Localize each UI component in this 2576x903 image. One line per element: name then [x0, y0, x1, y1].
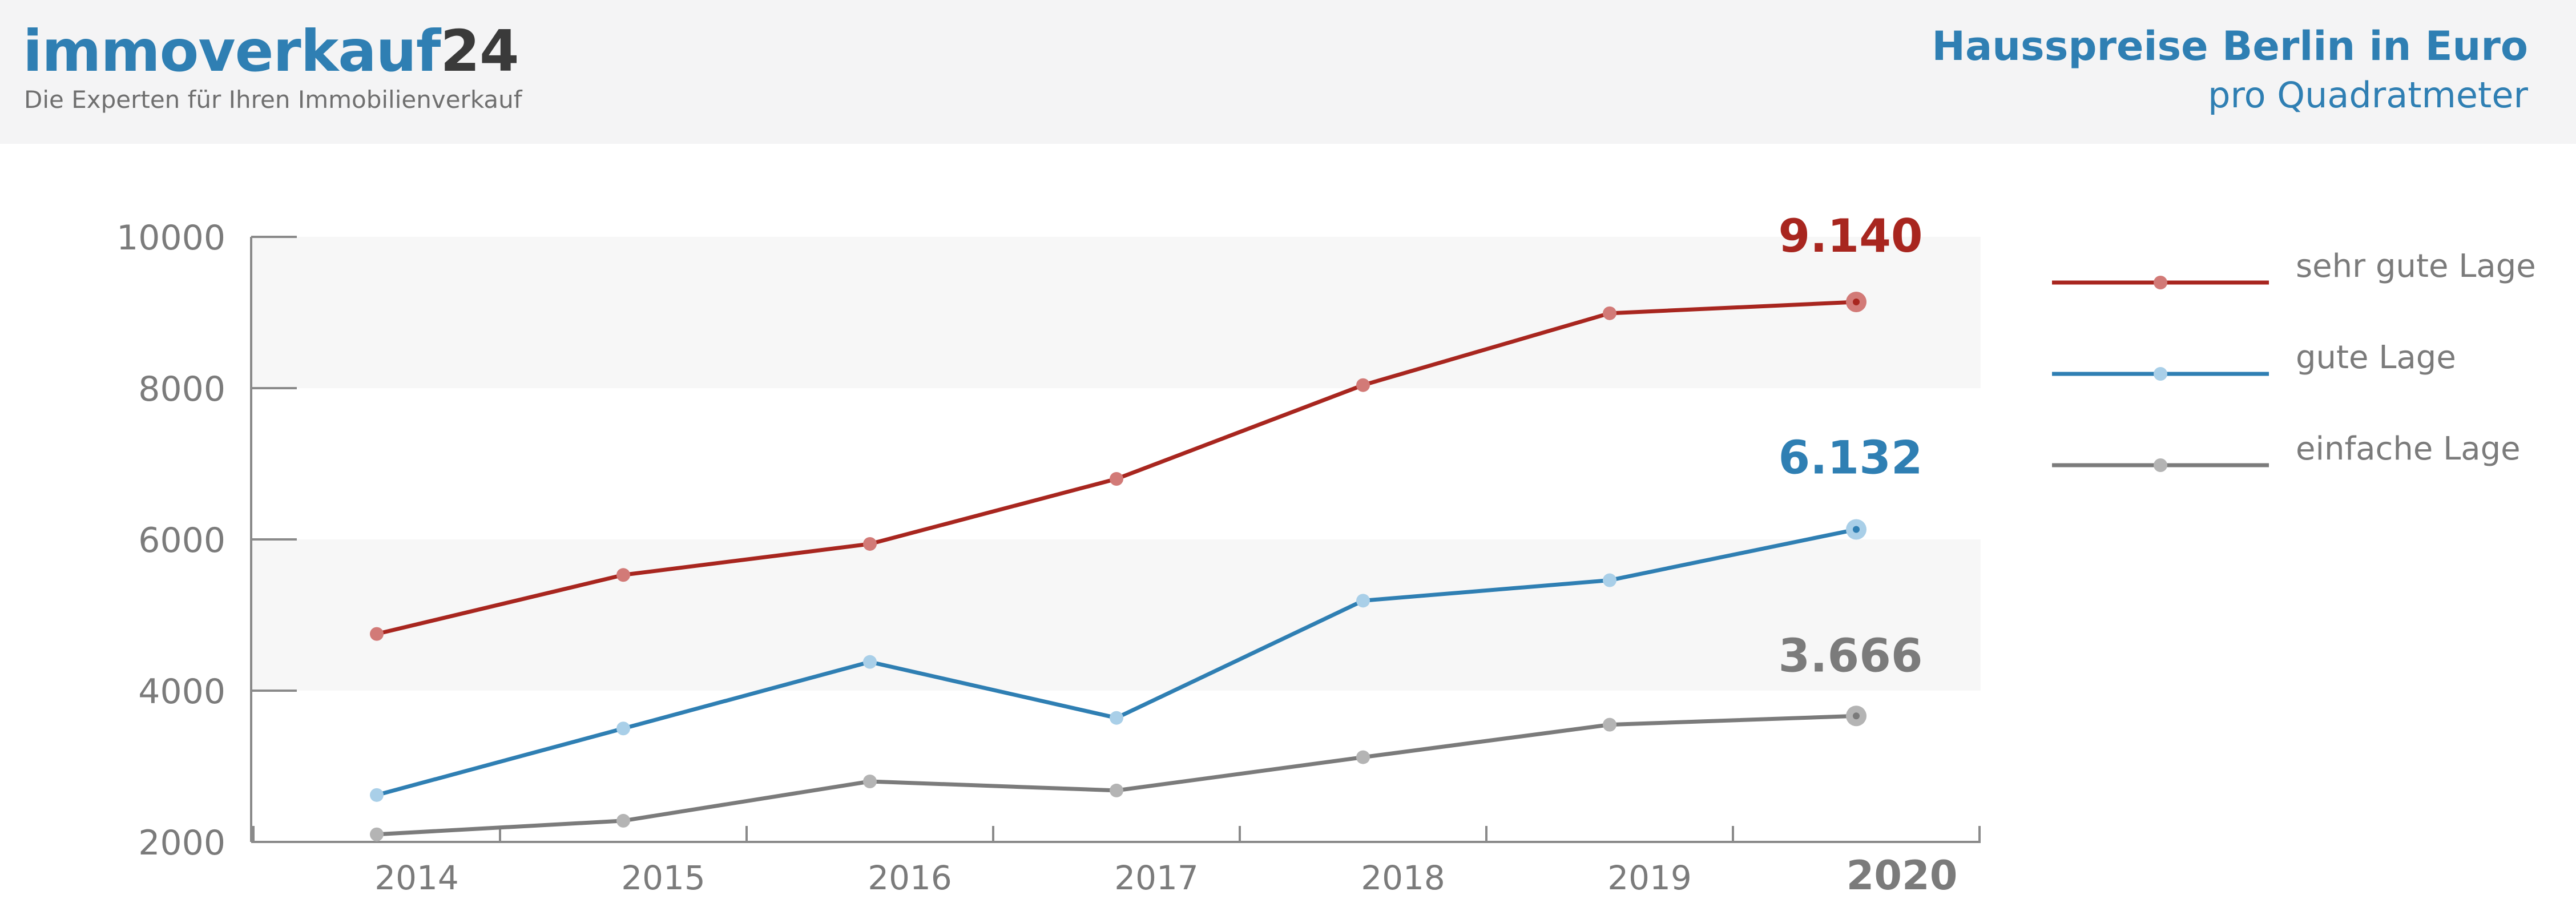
data-point	[1356, 594, 1370, 608]
y-tick-label: 4000	[138, 672, 225, 712]
legend-label: gute Lage	[2296, 339, 2456, 376]
tagline: Die Experten für Ihren Immobilienverkauf	[24, 86, 522, 114]
data-point	[616, 721, 630, 736]
x-tick-label: 2020	[1847, 852, 1958, 899]
data-point	[1110, 711, 1123, 725]
data-point	[863, 775, 877, 788]
end-value-label: 6.132	[1778, 432, 1922, 485]
data-point	[863, 537, 877, 551]
y-tick-label: 2000	[138, 823, 225, 863]
background-band	[251, 539, 1981, 691]
end-value-label: 9.140	[1778, 209, 1922, 263]
legend-swatch-marker	[2154, 367, 2167, 381]
data-point	[1110, 783, 1123, 797]
logo-main-text: immoverkauf	[23, 18, 441, 84]
data-point	[1356, 378, 1370, 392]
x-tick-label: 2015	[621, 858, 706, 897]
x-tick-label: 2014	[374, 858, 459, 897]
x-tick-label: 2018	[1361, 858, 1445, 897]
logo: immoverkauf24	[23, 23, 519, 80]
legend: sehr gute Lage gute Lage einfache Lage	[2052, 248, 2536, 472]
data-point-center	[1853, 526, 1860, 533]
x-tick-label: 2016	[868, 858, 952, 897]
chart-title: Hausspreise Berlin in Euro	[1932, 23, 2528, 70]
data-point	[370, 627, 384, 641]
end-value-label: 3.666	[1778, 629, 1922, 682]
data-point	[863, 655, 877, 669]
background-bands	[251, 237, 1981, 691]
background-band	[251, 237, 1981, 388]
data-point	[616, 568, 630, 582]
y-tick-label: 6000	[138, 521, 225, 561]
labels-layer: 9.140 6.132 3.666	[1778, 209, 1922, 682]
data-point-center	[1853, 712, 1860, 720]
x-tick-label: 2019	[1607, 858, 1692, 897]
y-tick-label: 8000	[138, 369, 225, 409]
x-tick-label: 2017	[1114, 858, 1199, 897]
data-point	[1110, 472, 1123, 486]
axes: 2000 4000 6000 8000 10000 2014 2015 2016 2017 201…	[116, 218, 1981, 899]
legend-label: sehr gute Lage	[2296, 248, 2536, 285]
data-point	[370, 827, 384, 841]
header: immoverkauf24 Die Experten für Ihren Imm…	[0, 0, 2576, 144]
series-layer	[370, 291, 1867, 841]
legend-swatch-marker	[2154, 276, 2167, 289]
data-point	[1603, 717, 1616, 732]
chart-subtitle: pro Quadratmeter	[2208, 74, 2528, 116]
legend-swatch-marker	[2154, 458, 2167, 472]
data-point	[370, 788, 384, 802]
legend-label: einfache Lage	[2296, 430, 2521, 467]
data-point	[1603, 573, 1616, 587]
data-point-center	[1853, 298, 1860, 305]
y-tick-label: 10000	[116, 218, 225, 258]
logo-number-text: 24	[440, 18, 519, 84]
data-point	[1356, 750, 1370, 764]
data-point	[1603, 306, 1616, 320]
data-point	[616, 813, 630, 828]
